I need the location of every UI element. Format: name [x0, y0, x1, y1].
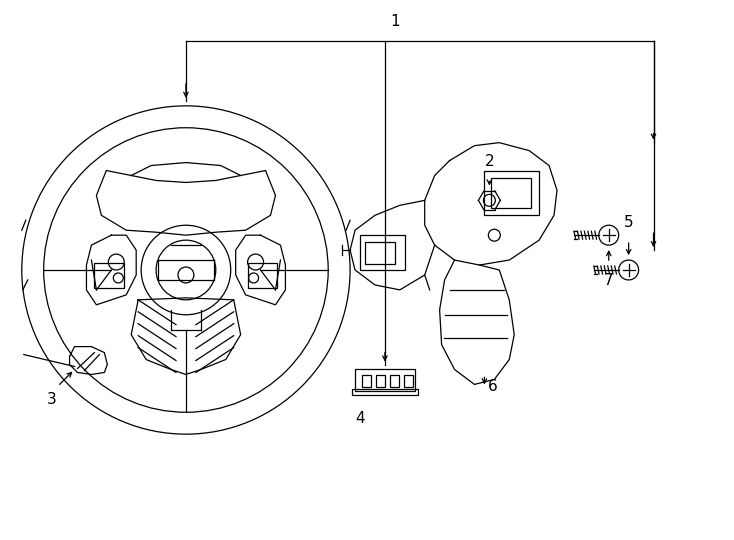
Bar	[362, 375, 371, 387]
Text: 7: 7	[604, 273, 614, 288]
Bar	[484, 171, 539, 215]
Bar	[355, 369, 415, 392]
Bar	[404, 375, 413, 387]
Bar	[376, 375, 385, 387]
Bar	[95, 263, 124, 288]
Bar	[491, 179, 531, 208]
Text: 6: 6	[487, 380, 497, 394]
Bar	[352, 389, 418, 395]
Text: 1: 1	[390, 14, 400, 29]
Bar	[365, 242, 395, 264]
Text: 2: 2	[484, 153, 494, 168]
Bar	[390, 375, 399, 387]
Text: 3: 3	[47, 393, 57, 407]
Bar	[247, 263, 277, 288]
Bar	[360, 235, 405, 270]
Text: 4: 4	[355, 411, 365, 426]
Text: 5: 5	[624, 215, 633, 230]
